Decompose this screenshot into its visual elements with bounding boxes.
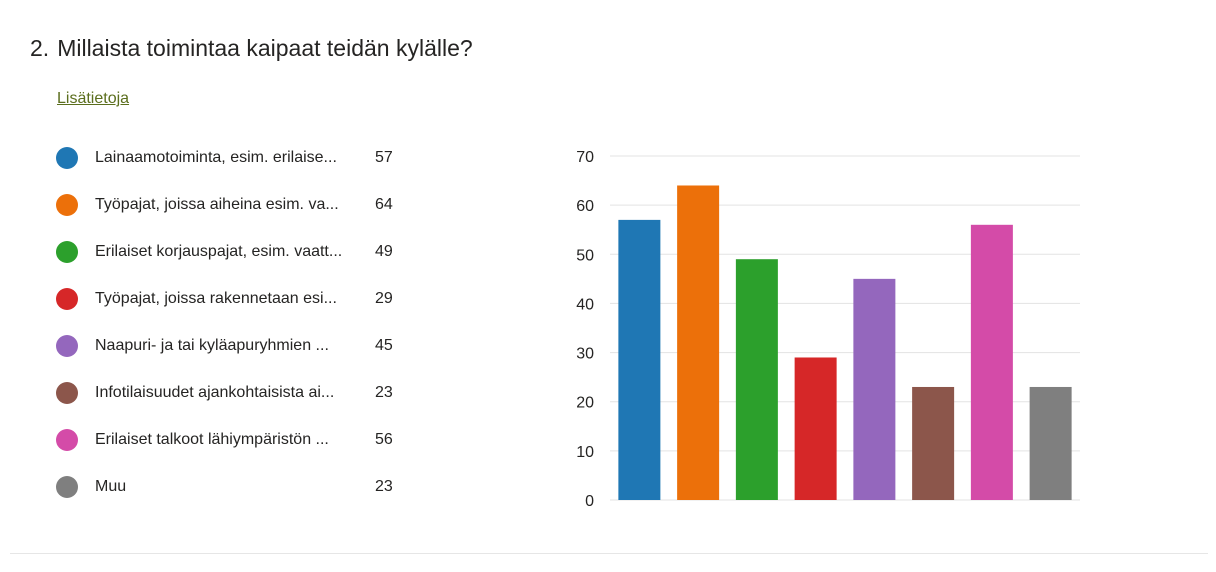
y-tick-label: 70 [576,149,594,166]
legend-label: Erilaiset talkoot lähiympäristön ... [95,431,329,448]
y-tick-label: 60 [576,198,594,215]
legend-color-dot [56,288,78,310]
legend-count: 45 [375,337,393,354]
bar-chart: 0 10 20 30 40 50 60 70 [576,149,1080,510]
legend-count: 23 [375,384,393,401]
legend-label: Erilaiset korjauspajat, esim. vaatt... [95,243,343,260]
question-title: Millaista toimintaa kaipaat teidän kyläl… [57,35,473,61]
y-tick-label: 10 [576,444,594,461]
legend-count: 49 [375,243,393,260]
legend-color-dot [56,476,78,498]
bar[interactable] [853,278,896,500]
bar[interactable] [912,386,955,500]
legend-count: 23 [375,478,393,495]
bar[interactable] [1029,386,1072,500]
bar[interactable] [677,185,720,500]
legend-item: Infotilaisuudet ajankohtaisista ai... 23 [56,368,401,415]
legend-item: Naapuri- ja tai kyläapuryhmien ... 45 [56,321,401,368]
legend-label: Työpajat, joissa aiheina esim. va... [95,196,339,213]
y-tick-label: 20 [576,395,594,412]
bar[interactable] [970,224,1013,501]
y-tick-label: 30 [576,346,594,363]
legend-label: Lainaamotoiminta, esim. erilaise... [95,149,337,166]
y-tick-label: 40 [576,296,594,313]
y-tick-label: 0 [585,493,594,510]
question-heading: 2. Millaista toimintaa kaipaat teidän kyl… [30,33,473,63]
legend-color-dot [56,382,78,404]
legend-item: Erilaiset talkoot lähiympäristön ... 56 [56,415,401,462]
legend-color-dot [56,194,78,216]
y-tick-label: 50 [576,247,594,264]
section-divider [10,553,1208,554]
legend-item: Työpajat, joissa aiheina esim. va... 64 [56,180,401,227]
question-number: 2. [30,35,50,61]
legend-item: Työpajat, joissa rakennetaan esi... 29 [56,274,401,321]
legend-count: 57 [375,149,393,166]
legend-label: Infotilaisuudet ajankohtaisista ai... [95,384,335,401]
legend-label: Työpajat, joissa rakennetaan esi... [95,290,337,307]
legend-label: Naapuri- ja tai kyläapuryhmien ... [95,337,329,354]
legend-item: Erilaiset korjauspajat, esim. vaatt... 49 [56,227,401,274]
chart-legend: Lainaamotoiminta, esim. erilaise... 57 Työ… [56,133,401,509]
legend-color-dot [56,335,78,357]
legend-item: Muu 23 [56,462,401,509]
bar[interactable] [618,219,661,500]
bar[interactable] [735,259,778,500]
legend-count: 56 [375,431,393,448]
legend-item: Lainaamotoiminta, esim. erilaise... 57 [56,133,401,180]
more-info-link[interactable]: Lisätietoja [57,90,130,107]
bar[interactable] [794,357,837,500]
legend-label: Muu [95,478,127,495]
legend-color-dot [56,241,78,263]
legend-count: 29 [375,290,393,307]
legend-color-dot [56,147,78,169]
legend-color-dot [56,429,78,451]
legend-count: 64 [375,196,393,213]
